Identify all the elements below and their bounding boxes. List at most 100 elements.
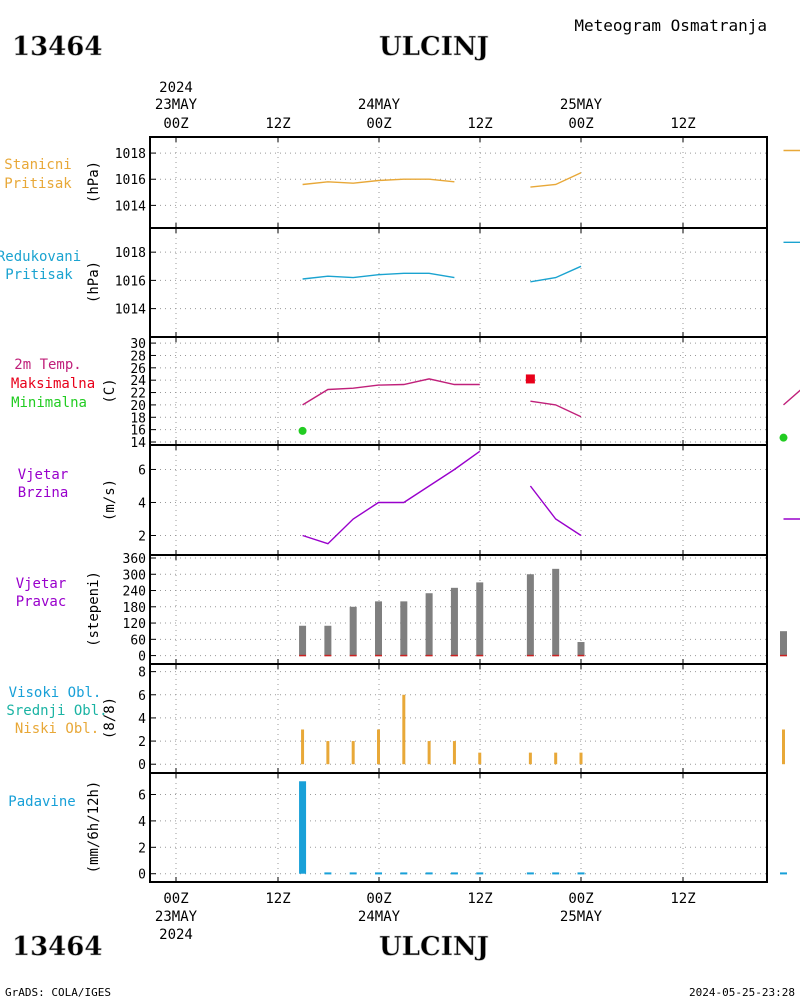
precip-bar <box>375 872 382 875</box>
wind-direction-bar <box>299 625 307 656</box>
wind-direction-label-2: Pravac <box>16 594 67 610</box>
precip-bar <box>780 872 787 875</box>
wind-direction-bar <box>552 568 560 656</box>
temp-min-point <box>779 433 788 442</box>
station-name-bottom: ULCINJ <box>379 932 489 962</box>
reduced_pressure-frame <box>149 227 768 338</box>
precipitation-frame <box>149 772 768 883</box>
wind_direction-ytick-label: 60 <box>130 633 146 648</box>
clouds-ytick-label: 6 <box>138 689 146 704</box>
precip-label: Padavine <box>8 794 75 810</box>
reduced_pressure-ytick-label: 1018 <box>115 246 146 261</box>
station_pressure-panel: 1014 1016 1018 <box>115 136 800 229</box>
cloud-low-bar <box>301 729 305 765</box>
cloud-low-bar <box>402 694 406 765</box>
temperature-ytick-label: 28 <box>130 349 146 364</box>
wind-direction-bar <box>526 574 534 656</box>
reduced_pressure-series-line <box>783 241 800 244</box>
bottom-tick-label-1: 00Z <box>163 891 188 907</box>
wind_speed-frame <box>149 444 768 556</box>
clouds-ytick-label: 0 <box>138 758 146 773</box>
bottom-date-label-1: 23MAY <box>155 909 198 925</box>
wind-direction-bar <box>425 593 433 656</box>
wind_speed-series-line <box>529 485 582 537</box>
wind-direction-bar <box>450 587 458 656</box>
wind_speed-panel: 2 4 6 <box>138 444 800 556</box>
wind-speed-unit: (m/s) <box>102 479 118 521</box>
wind_direction-ytick-label: 300 <box>123 568 146 583</box>
temperature-label-1: 2m Temp. <box>14 357 81 373</box>
bottom-tick-label-4: 12Z <box>467 891 492 907</box>
wind-speed-label-1: Vjetar <box>18 467 69 483</box>
precip-bar <box>299 781 307 874</box>
cloud-low-bar <box>427 741 431 765</box>
cloud-low-bar <box>326 741 330 765</box>
precip-bar <box>450 872 458 875</box>
cloud-low-bar <box>528 752 532 765</box>
temperature-ytick-label: 18 <box>130 411 146 426</box>
station-name-top: ULCINJ <box>379 32 489 62</box>
station-pressure-label-2: Pritisak <box>4 176 72 192</box>
cloud-mid-label: Srednji Obl. <box>6 703 107 719</box>
wind_direction-ytick-label: 180 <box>123 601 146 616</box>
temp-min-point <box>298 426 307 435</box>
reduced_pressure-ytick-label: 1016 <box>115 274 146 289</box>
temperature-ytick-label: 30 <box>130 337 146 352</box>
top-date-label-1: 23MAY <box>155 97 198 113</box>
top-tick-label-3: 00Z <box>366 116 391 132</box>
top-tick-label-1: 00Z <box>163 116 188 132</box>
wind-speed-label-2: Brzina <box>18 485 69 501</box>
temperature-series-line <box>302 378 480 406</box>
reduced-pressure-label-2: Pritisak <box>5 267 73 283</box>
cloud-low-bar <box>782 729 785 765</box>
cloud-low-bar <box>452 741 456 765</box>
clouds-frame <box>149 663 768 774</box>
clouds-ytick-label: 4 <box>138 712 146 727</box>
wind_speed-ytick-label: 2 <box>138 529 146 544</box>
bottom-year-label: 2024 <box>159 927 193 943</box>
station_pressure-series-line <box>302 178 455 186</box>
wind_direction-ytick-label: 240 <box>123 585 146 600</box>
temperature-series-line <box>530 400 582 418</box>
station-pressure-unit: (hPa) <box>86 161 102 203</box>
precip-bar <box>400 872 408 875</box>
station_pressure-series-line <box>783 149 800 152</box>
bottom-tick-label-6: 12Z <box>670 891 695 907</box>
wind-direction-bar <box>577 642 585 656</box>
precipitation-ytick-label: 6 <box>138 788 146 803</box>
wind-direction-label-1: Vjetar <box>16 576 67 592</box>
cloud-low-bar <box>351 741 355 765</box>
bottom-date-label-2: 24MAY <box>358 909 401 925</box>
station-id-bottom: 13464 <box>12 932 102 962</box>
temperature-ytick-label: 14 <box>130 436 146 451</box>
wind-direction-bar <box>400 601 408 656</box>
clouds-ytick-label: 8 <box>138 666 146 681</box>
top-date-label-2: 24MAY <box>358 97 401 113</box>
temperature-unit: (C) <box>102 378 118 403</box>
cloud-low-bar <box>377 729 380 765</box>
reduced-pressure-label-1: Redukovani <box>0 249 81 265</box>
precip-bar <box>349 872 357 875</box>
precipitation-ytick-label: 4 <box>138 815 146 830</box>
station-id-top: 13464 <box>12 32 102 62</box>
precip-bar <box>476 872 484 875</box>
credit-text: GrADS: COLA/IGES <box>5 986 111 999</box>
precipitation-ytick-label: 0 <box>138 868 146 883</box>
reduced_pressure-series-line <box>530 265 582 283</box>
temperature-ytick-label: 22 <box>130 387 146 402</box>
bottom-tick-label-5: 00Z <box>568 891 593 907</box>
temperature-frame <box>149 336 768 446</box>
station_pressure-ytick-label: 1018 <box>115 147 146 162</box>
wind-direction-bar <box>349 606 357 656</box>
panel-labels: Stanicni Pritisak Redukovani Pritisak 2m… <box>0 157 108 810</box>
wind_speed-series-line <box>302 450 481 545</box>
station_pressure-ytick-label: 1014 <box>115 199 146 214</box>
precipitation-panel: 0 2 4 6 <box>138 772 787 883</box>
wind-direction-bar <box>476 582 484 656</box>
clouds-unit: (8/8) <box>102 697 118 739</box>
bottom-tick-label-2: 12Z <box>265 891 290 907</box>
wind-direction-bar <box>324 625 332 656</box>
